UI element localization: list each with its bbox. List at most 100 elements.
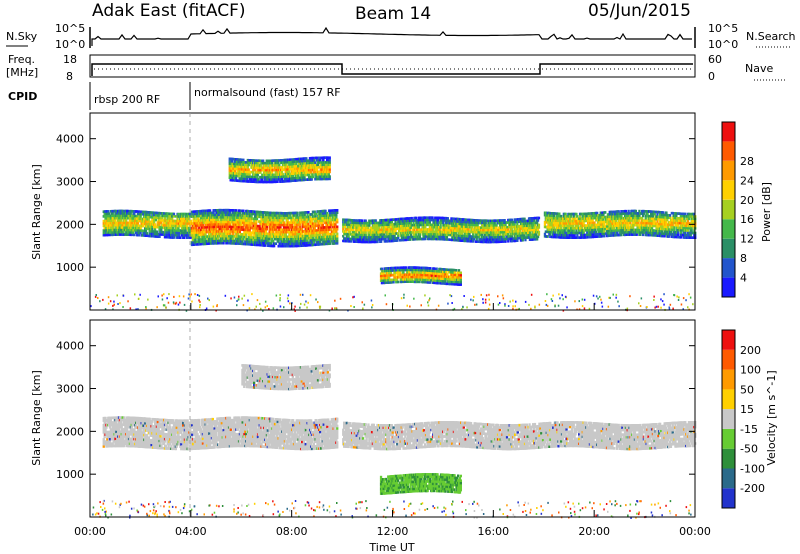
heatmap-cell bbox=[155, 211, 158, 215]
heatmap-cell bbox=[175, 222, 178, 225]
heatmap-cell bbox=[251, 236, 254, 239]
heatmap-cell bbox=[233, 218, 236, 222]
heatmap-cell bbox=[328, 225, 332, 229]
heatmap-cell bbox=[272, 216, 275, 219]
heatmap-cell bbox=[247, 163, 250, 167]
heatmap-cell bbox=[225, 232, 228, 236]
heatmap-cell bbox=[225, 237, 228, 240]
heatmap-cell bbox=[214, 213, 217, 217]
heatmap-cell bbox=[164, 233, 167, 237]
heatmap-cell bbox=[207, 218, 210, 222]
heatmap-cell bbox=[111, 212, 114, 215]
heatmap-cell bbox=[263, 244, 267, 247]
heatmap-cell bbox=[247, 238, 250, 241]
heatmap-cell bbox=[131, 219, 134, 222]
heatmap-cell bbox=[140, 217, 143, 221]
heatmap-cell bbox=[289, 214, 292, 217]
heatmap-cell bbox=[262, 229, 265, 233]
heatmap-cell bbox=[230, 218, 233, 221]
heatmap-cell bbox=[237, 221, 241, 224]
heatmap-cell bbox=[146, 215, 149, 219]
heatmap-cell bbox=[203, 235, 206, 239]
heatmap-cell bbox=[277, 226, 280, 229]
heatmap-cell bbox=[282, 221, 286, 224]
heatmap-cell bbox=[255, 217, 259, 221]
heatmap-cell bbox=[151, 227, 154, 231]
heatmap-cell bbox=[274, 228, 278, 231]
heatmap-cell bbox=[241, 240, 244, 243]
heatmap-cell bbox=[124, 233, 127, 236]
heatmap-cell bbox=[251, 231, 254, 235]
heatmap-cell bbox=[212, 220, 215, 224]
heatmap-cell bbox=[227, 237, 231, 240]
heatmap-cell bbox=[237, 225, 241, 229]
heatmap-cell bbox=[336, 209, 339, 212]
heatmap-cell bbox=[188, 229, 191, 232]
heatmap-cell bbox=[163, 216, 167, 220]
nave-bottom-tick: 0 bbox=[708, 70, 715, 83]
heatmap-cell bbox=[276, 180, 279, 183]
heatmap-cell bbox=[229, 239, 232, 243]
freq-bottom-tick: 8 bbox=[66, 70, 73, 83]
heatmap-cell bbox=[204, 219, 207, 222]
heatmap-cell bbox=[439, 223, 442, 227]
heatmap-cell bbox=[197, 217, 200, 220]
heatmap-cell bbox=[170, 231, 173, 234]
heatmap-cell bbox=[196, 236, 199, 239]
heatmap-cell bbox=[167, 217, 170, 220]
heatmap-cell bbox=[431, 216, 434, 219]
heatmap-cell bbox=[364, 219, 367, 223]
heatmap-cell bbox=[328, 158, 331, 162]
heatmap-cell bbox=[289, 223, 292, 227]
heatmap-cell bbox=[208, 242, 211, 245]
heatmap-cell bbox=[282, 223, 285, 227]
heatmap-cell bbox=[126, 233, 129, 236]
heatmap-cell bbox=[196, 224, 199, 227]
heatmap-cell bbox=[272, 230, 275, 234]
heatmap-cell bbox=[418, 233, 421, 236]
heatmap-cell bbox=[255, 175, 258, 179]
heatmap-cell bbox=[175, 236, 178, 239]
heatmap-cell bbox=[208, 221, 211, 224]
heatmap-cell bbox=[187, 234, 190, 237]
heatmap-cell bbox=[199, 233, 202, 237]
heatmap-cell bbox=[220, 227, 223, 231]
heatmap-cell bbox=[481, 233, 484, 237]
heatmap-cell bbox=[107, 210, 110, 213]
heatmap-cell bbox=[311, 236, 315, 240]
heatmap-cell bbox=[193, 222, 196, 225]
heatmap-cell bbox=[209, 237, 213, 241]
heatmap-cell bbox=[436, 218, 440, 222]
heatmap-cell bbox=[257, 161, 260, 165]
heatmap-cell bbox=[104, 217, 107, 220]
heatmap-cell bbox=[235, 228, 238, 231]
heatmap-cell bbox=[116, 221, 119, 225]
heatmap-cell bbox=[288, 230, 291, 234]
heatmap-cell bbox=[210, 221, 213, 224]
heatmap-cell bbox=[282, 235, 285, 239]
heatmap-cell bbox=[117, 214, 120, 218]
heatmap-cell bbox=[424, 225, 427, 229]
heatmap-cell bbox=[232, 232, 235, 236]
heatmap-cell bbox=[294, 240, 297, 243]
heatmap-cell bbox=[334, 223, 337, 226]
heatmap-cell bbox=[136, 229, 140, 232]
heatmap-cell bbox=[231, 160, 234, 163]
heatmap-cell bbox=[209, 211, 213, 215]
power-heatmap-cells bbox=[90, 156, 697, 312]
heatmap-cell bbox=[361, 219, 364, 222]
heatmap-cell bbox=[250, 214, 253, 218]
heatmap-cell bbox=[263, 234, 267, 238]
heatmap-cell bbox=[133, 233, 136, 237]
heatmap-cell bbox=[181, 231, 185, 235]
heatmap-cell bbox=[131, 233, 134, 237]
heatmap-cell bbox=[221, 208, 224, 212]
nsky-bottom-tick: 10^0 bbox=[55, 38, 85, 51]
heatmap-cell bbox=[256, 224, 259, 228]
heatmap-cell bbox=[311, 173, 314, 176]
heatmap-cell bbox=[168, 214, 171, 218]
heatmap-cell bbox=[233, 216, 236, 219]
heatmap-cell bbox=[126, 228, 130, 232]
heatmap-cell bbox=[226, 211, 230, 214]
